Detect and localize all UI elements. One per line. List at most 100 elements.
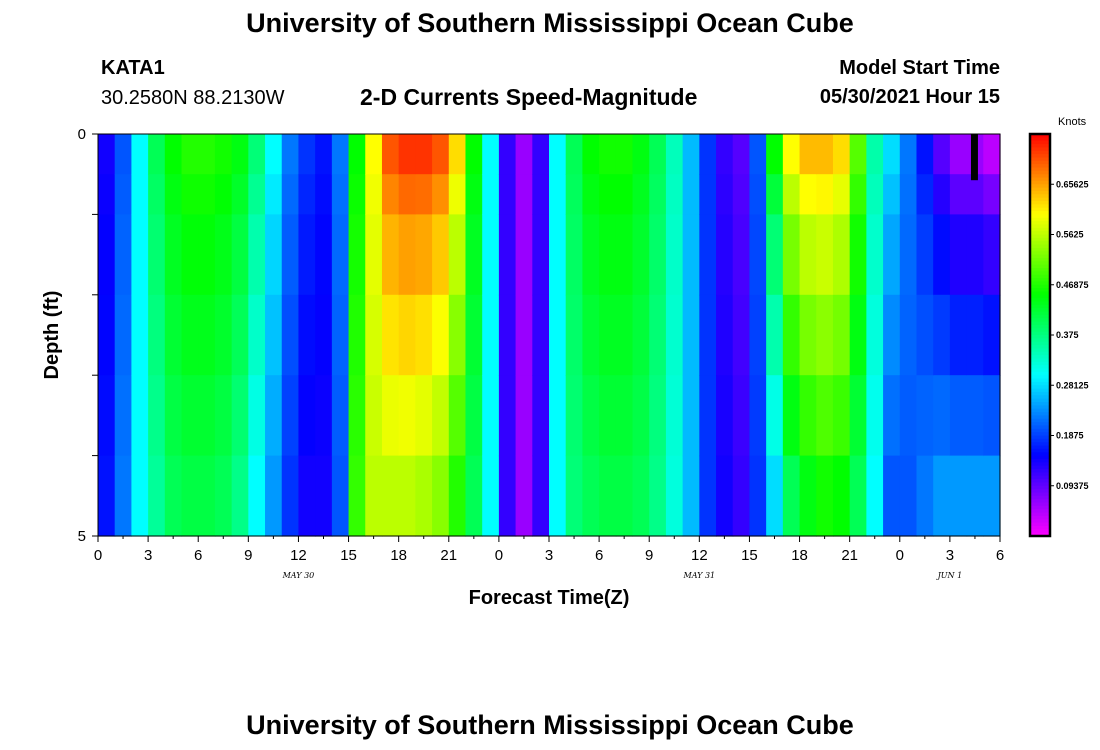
heatmap-cell [515, 375, 533, 457]
date-label: MAY 31 [683, 571, 716, 580]
heatmap-cell [899, 214, 918, 296]
heatmap-cell [849, 375, 867, 457]
heatmap-cell [381, 174, 400, 215]
heatmap-cell [114, 174, 132, 215]
heatmap-cell [899, 174, 918, 215]
colorbar-swatch [1030, 231, 1050, 236]
heatmap-cell [899, 134, 918, 175]
heatmap-cell [381, 294, 400, 376]
heatmap-cell [665, 375, 684, 457]
colorbar-swatch [1030, 482, 1050, 487]
heatmap-cell [966, 214, 984, 296]
colorbar-swatch [1030, 331, 1050, 336]
heatmap-cell [315, 294, 333, 376]
heatmap-cell [298, 455, 316, 537]
heatmap-cell [832, 214, 851, 296]
heatmap-cell [883, 455, 901, 537]
heatmap-cell [281, 375, 300, 457]
heatmap-cell [649, 294, 667, 376]
heatmap-cell [665, 294, 684, 376]
heatmap-cell [832, 455, 851, 537]
heatmap-cell [415, 134, 433, 175]
heatmap-cell [214, 214, 233, 296]
colorbar-swatch [1030, 308, 1050, 313]
colorbar-swatch [1030, 408, 1050, 413]
colorbar-swatch [1030, 455, 1050, 460]
heatmap-cell [114, 294, 132, 376]
colorbar: 0.09375 0.1875 0.28125 0.375 0.46875 0.5625 0.… [1028, 132, 1089, 538]
heatmap-cell [582, 294, 600, 376]
colorbar-swatch [1030, 268, 1050, 272]
footer-title: University of Southern Mississippi Ocean… [246, 710, 854, 740]
heatmap-cell [732, 134, 751, 175]
heatmap-cell [448, 455, 467, 537]
heatmap-cell [298, 375, 316, 457]
heatmap-cell [164, 375, 183, 457]
colorbar-swatch [1030, 348, 1050, 353]
heatmap-cell [298, 214, 316, 296]
heatmap-cell [949, 174, 968, 215]
heatmap-cell [782, 294, 801, 376]
heatmap-cell [816, 174, 834, 215]
heatmap-cell [766, 375, 784, 457]
heatmap-cell [231, 294, 249, 376]
heatmap-cell [665, 214, 684, 296]
heatmap-cell [265, 455, 283, 537]
heatmap-cell [181, 174, 199, 215]
heatmap-cell [198, 375, 216, 457]
y-tick-label: 5 [78, 528, 86, 545]
heatmap-cell [98, 375, 116, 457]
heatmap-cell [248, 375, 266, 457]
heatmap-cell [582, 134, 600, 175]
heatmap-cell [916, 294, 934, 376]
colorbar-swatch [1030, 428, 1050, 433]
heatmap-cell [849, 214, 867, 296]
x-tick-label: 21 [841, 547, 858, 564]
heatmap-cell [164, 174, 183, 215]
x-tick-label: 3 [144, 547, 152, 564]
heatmap-cell [799, 174, 817, 215]
heatmap-cell [883, 375, 901, 457]
heatmap-cell [816, 294, 834, 376]
heatmap-cell [682, 214, 700, 296]
heatmap-cell [849, 134, 867, 175]
heatmap-cell [682, 455, 700, 537]
colorbar-tick-label: 0.1875 [1056, 431, 1084, 441]
heatmap-cell [532, 375, 550, 457]
heatmap-cell [732, 375, 751, 457]
heatmap-cell [749, 134, 767, 175]
page-title: University of Southern Mississippi Ocean… [246, 8, 854, 38]
heatmap-cell [415, 375, 433, 457]
heatmap-cell [465, 375, 483, 457]
heatmap-cell [515, 294, 533, 376]
colorbar-swatch [1030, 170, 1050, 175]
heatmap-cell [599, 375, 617, 457]
colorbar-swatch [1030, 499, 1050, 504]
colorbar-swatch [1030, 391, 1050, 396]
colorbar-swatch [1030, 462, 1050, 467]
colorbar-swatch [1030, 358, 1050, 363]
heatmap-cell [448, 375, 467, 457]
heatmap-cell [649, 174, 667, 215]
heatmap-cell [966, 455, 984, 537]
colorbar-swatch [1030, 492, 1050, 497]
heatmap-cell [432, 294, 450, 376]
heatmap-cell [432, 375, 450, 457]
heatmap-cell [281, 214, 300, 296]
heatmap-cell [816, 214, 834, 296]
heatmap-cell [549, 174, 567, 215]
heatmap-cell [649, 375, 667, 457]
heatmap-cell [949, 455, 968, 537]
colorbar-swatch [1030, 227, 1050, 232]
heatmap-cell [198, 455, 216, 537]
heatmap-cell [181, 294, 199, 376]
heatmap-cell [649, 134, 667, 175]
heatmap-cell [716, 174, 734, 215]
colorbar-swatch [1030, 301, 1050, 306]
heatmap-cell [315, 174, 333, 215]
heatmap-cell [131, 294, 149, 376]
colorbar-swatch [1030, 274, 1050, 279]
heatmap-cell [615, 375, 634, 457]
heatmap-cell [365, 134, 383, 175]
